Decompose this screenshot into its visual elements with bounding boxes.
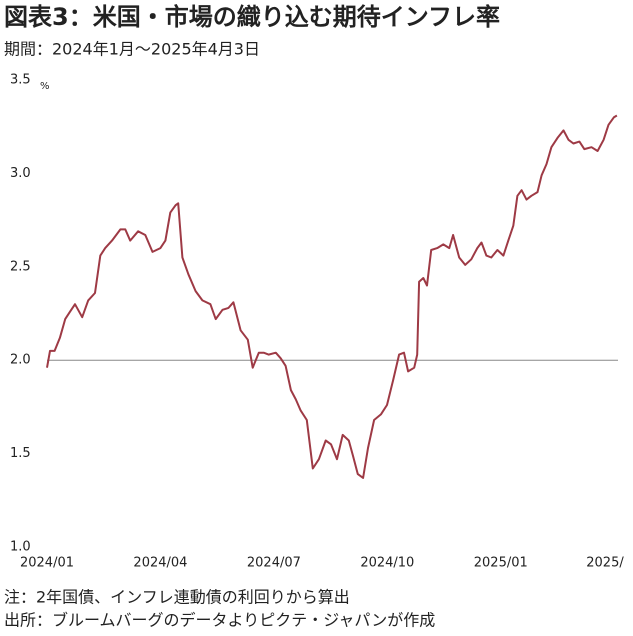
chart-title: 図表3：米国・市場の織り込む期待インフレ率 [4,3,500,31]
note: 注：2年国債、インフレ連動債の利回りから算出 [4,588,350,607]
chart-subtitle: 期間：2024年1月～2025年4月3日 [4,40,260,59]
y-tick-label: 2.0 [10,353,31,368]
x-tick-label: 2024/04 [133,556,187,571]
y-tick-label: 1.5 [10,446,31,461]
y-tick-label: 3.0 [10,166,31,181]
x-tick-label: 2025/ [586,556,624,571]
source: 出所：ブルームバーグのデータよりピクテ・ジャパンが作成 [4,611,435,630]
y-tick-label: 2.5 [10,259,31,274]
x-tick-label: 2024/01 [20,556,74,571]
x-tick-label: 2024/10 [360,556,414,571]
y-unit: % [40,81,50,92]
y-tick-label: 3.5 [10,73,31,88]
data-line [46,114,618,479]
x-tick-label: 2024/07 [247,556,301,571]
x-tick-label: 2025/01 [474,556,528,571]
y-tick-label: 1.0 [10,540,31,555]
